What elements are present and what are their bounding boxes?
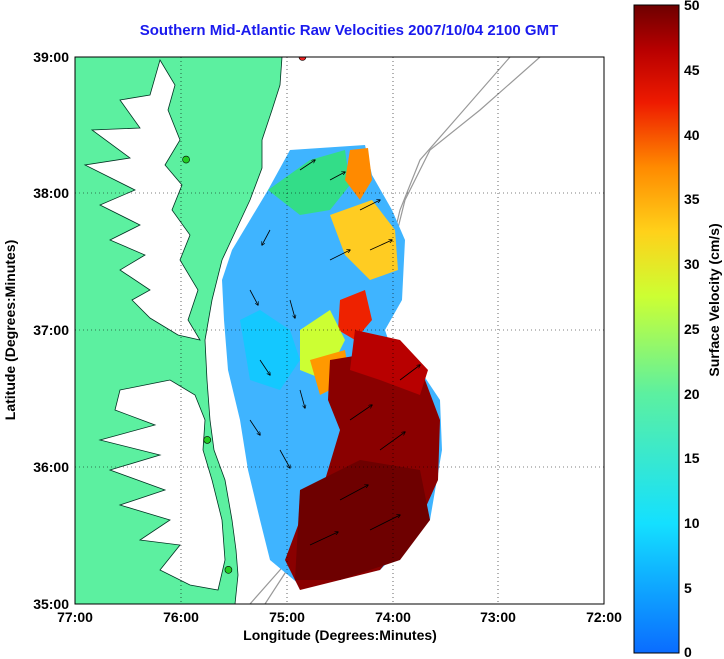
pamlico-sound: [98, 379, 226, 591]
colorbar-tick-label: 10: [684, 515, 700, 531]
x-tick-label: 77:00: [57, 609, 93, 625]
colorbar-tick-label: 45: [684, 62, 700, 78]
map-title: Southern Mid-Atlantic Raw Velocities 200…: [139, 22, 559, 39]
station-marker: [203, 436, 212, 444]
station-markers: [182, 57, 307, 574]
x-tick-label: 74:00: [375, 609, 411, 625]
colorbar-tick-label: 25: [684, 321, 700, 337]
chesapeake-bay: [83, 59, 201, 341]
station-marker: [224, 566, 233, 574]
x-axis-label: Longitude (Degrees:Minutes): [243, 627, 437, 643]
grid-lines: [75, 57, 604, 604]
colorbar-tick-label: 40: [684, 127, 700, 143]
plot-frame: [74, 56, 605, 605]
colorbar-label: Surface Velocity (cm/s): [706, 223, 722, 376]
station-marker: [298, 57, 307, 61]
y-tick-label: 36:00: [33, 459, 69, 475]
x-tick-label: 75:00: [269, 609, 305, 625]
colorbar-tick-label: 35: [684, 191, 700, 207]
y-tick-label: 35:00: [33, 596, 69, 612]
velocity-arrows: [249, 160, 420, 546]
y-tick-label: 37:00: [33, 322, 69, 338]
x-tick-label: 73:00: [480, 609, 516, 625]
colorbar-tick-label: 0: [684, 644, 692, 659]
station-marker: [182, 155, 190, 164]
x-tick-label: 76:00: [163, 609, 199, 625]
colorbar-tick-label: 50: [684, 0, 700, 13]
colorbar-tick-label: 5: [684, 580, 692, 596]
velocity-field: [222, 145, 442, 590]
x-tick-label: 72:00: [586, 609, 622, 625]
colorbar: [633, 4, 680, 654]
colorbar-tick-label: 30: [684, 256, 700, 272]
colorbar-tick-label: 15: [684, 450, 700, 466]
colorbar-tick-label: 20: [684, 386, 700, 402]
y-tick-label: 38:00: [33, 185, 69, 201]
y-axis-label: Latitude (Degrees:Minutes): [2, 240, 18, 420]
y-tick-label: 39:00: [33, 49, 69, 65]
